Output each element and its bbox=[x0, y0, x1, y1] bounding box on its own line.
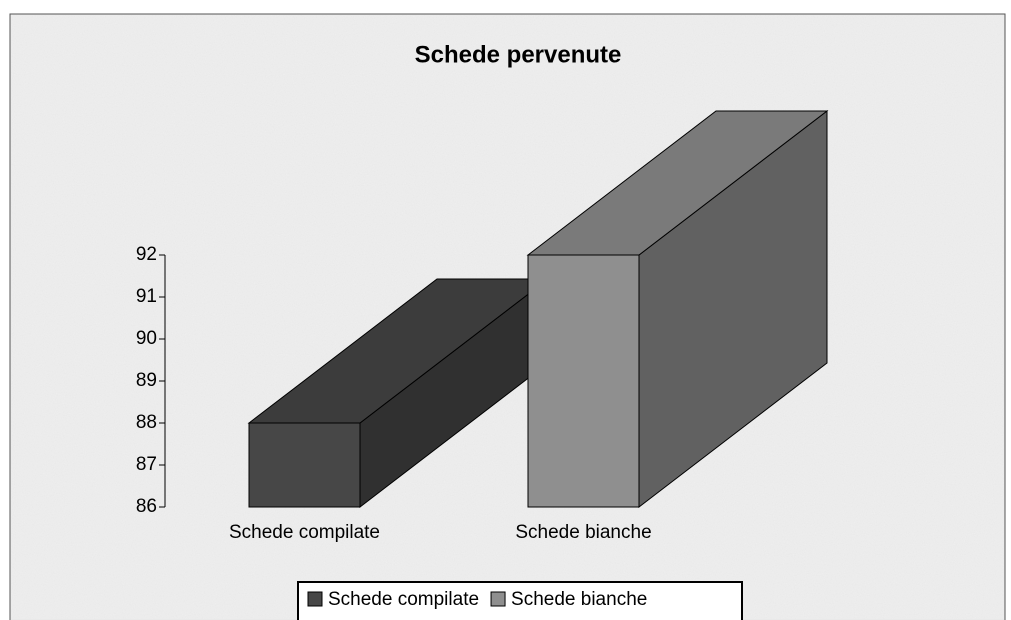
x-tick-label: Schede bianche bbox=[515, 522, 651, 543]
legend-label: Schede bianche bbox=[511, 589, 647, 610]
legend bbox=[297, 581, 743, 620]
y-tick-label: 89 bbox=[136, 370, 157, 391]
y-tick-label: 92 bbox=[136, 244, 157, 265]
legend-label: Schede compilate bbox=[328, 589, 479, 610]
y-tick-label: 91 bbox=[136, 286, 157, 307]
legend-swatch bbox=[490, 591, 506, 607]
y-tick-label: 90 bbox=[136, 328, 157, 349]
y-tick-label: 88 bbox=[136, 412, 157, 433]
y-tick-label: 86 bbox=[136, 496, 157, 517]
legend-swatch bbox=[307, 591, 323, 607]
bar bbox=[248, 422, 361, 508]
bar bbox=[527, 254, 640, 508]
x-tick-label: Schede compilate bbox=[229, 522, 380, 543]
chart-title: Schede pervenute bbox=[415, 41, 622, 68]
y-tick-label: 87 bbox=[136, 454, 157, 475]
